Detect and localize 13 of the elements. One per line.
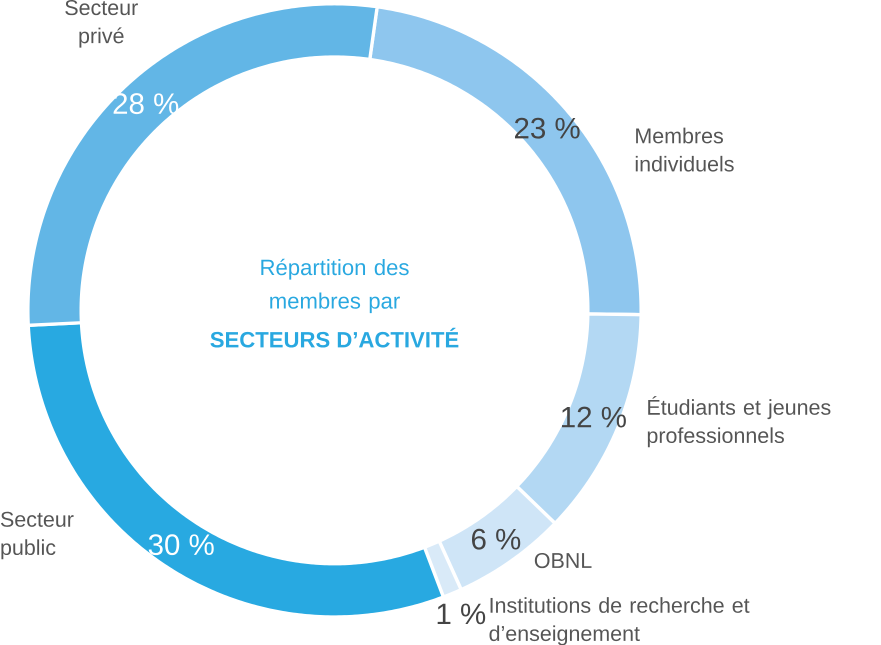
data-label: 1 %	[438, 603, 486, 624]
text: SECTEURS D’ACTIVITÉ	[210, 328, 458, 348]
slice-label: Secteur public	[0, 512, 74, 560]
data-label: 23 %	[514, 118, 580, 138]
data-label: 30 %	[148, 534, 214, 555]
slice-label: Étudiants et jeunes professionnels	[648, 396, 830, 448]
slice-label: OBNL	[534, 552, 592, 568]
slice-label: Institutions de recherche et d’enseignement	[490, 597, 750, 645]
data-label: 12 %	[562, 406, 626, 428]
slice-label: Secteur privé	[65, 0, 138, 48]
data-label: 6 %	[472, 528, 520, 550]
slice-label: Membres individuels	[636, 128, 734, 172]
text: Répartition des membres par	[261, 258, 409, 313]
